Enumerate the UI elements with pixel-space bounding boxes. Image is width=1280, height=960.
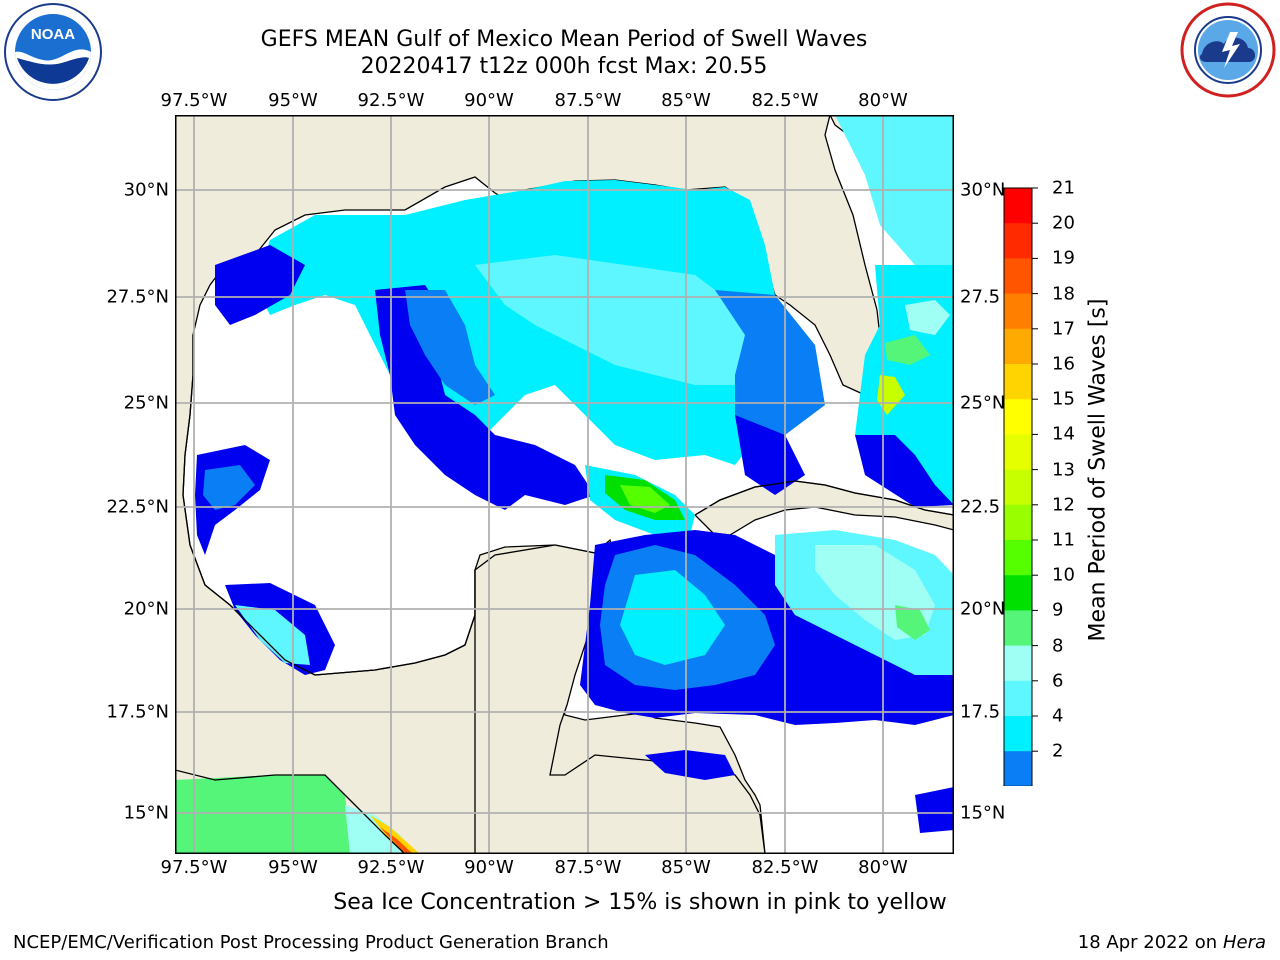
- lon-label-bottom: 82.5°W: [751, 857, 819, 878]
- nws-logo: [1180, 2, 1276, 98]
- colorbar-label: 10: [1052, 564, 1075, 586]
- colorbar-band: [1004, 610, 1032, 647]
- colorbar-label: 9: [1052, 599, 1064, 621]
- lat-label-left: 25°N: [123, 392, 169, 414]
- lat-label-right: 30°N: [960, 179, 1006, 201]
- colorbar-label: 14: [1052, 423, 1075, 445]
- colorbar-frame: [1003, 187, 1033, 786]
- lat-label-left: 15°N: [123, 802, 169, 824]
- colorbar-label: 21: [1052, 177, 1075, 199]
- lon-label-top: 82.5°W: [751, 90, 819, 111]
- colorbar-band: [1004, 188, 1032, 224]
- noaa-logo: NOAA: [4, 3, 102, 101]
- lat-label-right: 15°N: [960, 802, 1006, 824]
- colorbar-label: 16: [1052, 353, 1075, 375]
- colorbar-label: 8: [1052, 635, 1064, 657]
- lon-label-top: 95°W: [268, 90, 318, 111]
- lon-label-bottom: 97.5°W: [160, 857, 228, 878]
- lon-label-top: 85°W: [661, 90, 711, 111]
- colorbar-label: 11: [1052, 529, 1075, 551]
- footer-machine: Hera: [1222, 932, 1266, 953]
- lon-label-bottom: 95°W: [268, 857, 318, 878]
- lon-label-top: 80°W: [858, 90, 908, 111]
- lat-label-right: 17.5: [960, 701, 1001, 723]
- lat-label-left: 30°N: [123, 179, 169, 201]
- swell-field: [175, 115, 954, 854]
- colorbar-band: [1004, 223, 1032, 259]
- colorbar-band: [1004, 716, 1032, 752]
- lon-label-bottom: 80°W: [858, 857, 908, 878]
- footer-date: 18 Apr 2022 on Hera: [1078, 932, 1266, 953]
- footer-credit: NCEP/EMC/Verification Post Processing Pr…: [13, 932, 609, 953]
- colorbar-band: [1004, 680, 1032, 717]
- colorbar-label: 19: [1052, 247, 1075, 269]
- colorbar-label: 12: [1052, 494, 1075, 516]
- colorbar-label: 15: [1052, 388, 1075, 410]
- lon-label-top: 97.5°W: [160, 90, 228, 111]
- noaa-logo-text: NOAA: [31, 26, 75, 43]
- colorbar-band: [1004, 399, 1032, 435]
- colorbar-band: [1004, 364, 1032, 400]
- colorbar-band: [1004, 258, 1032, 295]
- sea-ice-caption: Sea Ice Concentration > 15% is shown in …: [333, 890, 947, 915]
- chart-title: GEFS MEAN Gulf of Mexico Mean Period of …: [260, 27, 868, 52]
- lat-label-left: 22.5°N: [106, 496, 169, 518]
- lat-label-right: 22.5: [960, 496, 1001, 518]
- colorbar-label: 17: [1052, 318, 1075, 340]
- colorbar-band: [1004, 328, 1032, 365]
- colorbar-band: [1004, 540, 1032, 576]
- map-frame: [175, 115, 954, 854]
- colorbar: [1003, 187, 1038, 786]
- colorbar-label: 20: [1052, 212, 1075, 234]
- colorbar-band: [1004, 575, 1032, 611]
- lat-label-right: 27.5: [960, 286, 1001, 308]
- colorbar-band: [1004, 504, 1032, 541]
- map-panel: [175, 115, 954, 854]
- colorbar-band: [1004, 293, 1032, 330]
- colorbar-band: [1004, 751, 1032, 786]
- lon-label-top: 90°W: [464, 90, 514, 111]
- lon-label-bottom: 92.5°W: [357, 857, 425, 878]
- footer-date-text: 18 Apr 2022 on: [1077, 932, 1223, 953]
- colorbar-label: 13: [1052, 459, 1075, 481]
- colorbar-label: 2: [1052, 740, 1064, 762]
- chart-subtitle: 20220417 t12z 000h fcst Max: 20.55: [360, 54, 768, 79]
- lat-label-left: 20°N: [123, 598, 169, 620]
- colorbar-label: 4: [1052, 705, 1064, 727]
- lat-label-right: 25°N: [960, 392, 1006, 414]
- colorbar-band: [1004, 469, 1032, 506]
- lon-label-bottom: 90°W: [464, 857, 514, 878]
- lat-label-left: 27.5°N: [106, 286, 169, 308]
- colorbar-title: Mean Period of Swell Waves [s]: [1085, 298, 1111, 642]
- lon-label-top: 92.5°W: [357, 90, 425, 111]
- colorbar-label: 6: [1052, 670, 1064, 692]
- graticule: [175, 115, 954, 854]
- lat-label-right: 20°N: [960, 598, 1006, 620]
- lon-label-bottom: 87.5°W: [554, 857, 622, 878]
- lon-label-bottom: 85°W: [661, 857, 711, 878]
- colorbar-band: [1004, 434, 1032, 471]
- colorbar-label: 18: [1052, 283, 1075, 305]
- colorbar-band: [1004, 645, 1032, 682]
- lat-label-left: 17.5°N: [106, 701, 169, 723]
- lon-label-top: 87.5°W: [554, 90, 622, 111]
